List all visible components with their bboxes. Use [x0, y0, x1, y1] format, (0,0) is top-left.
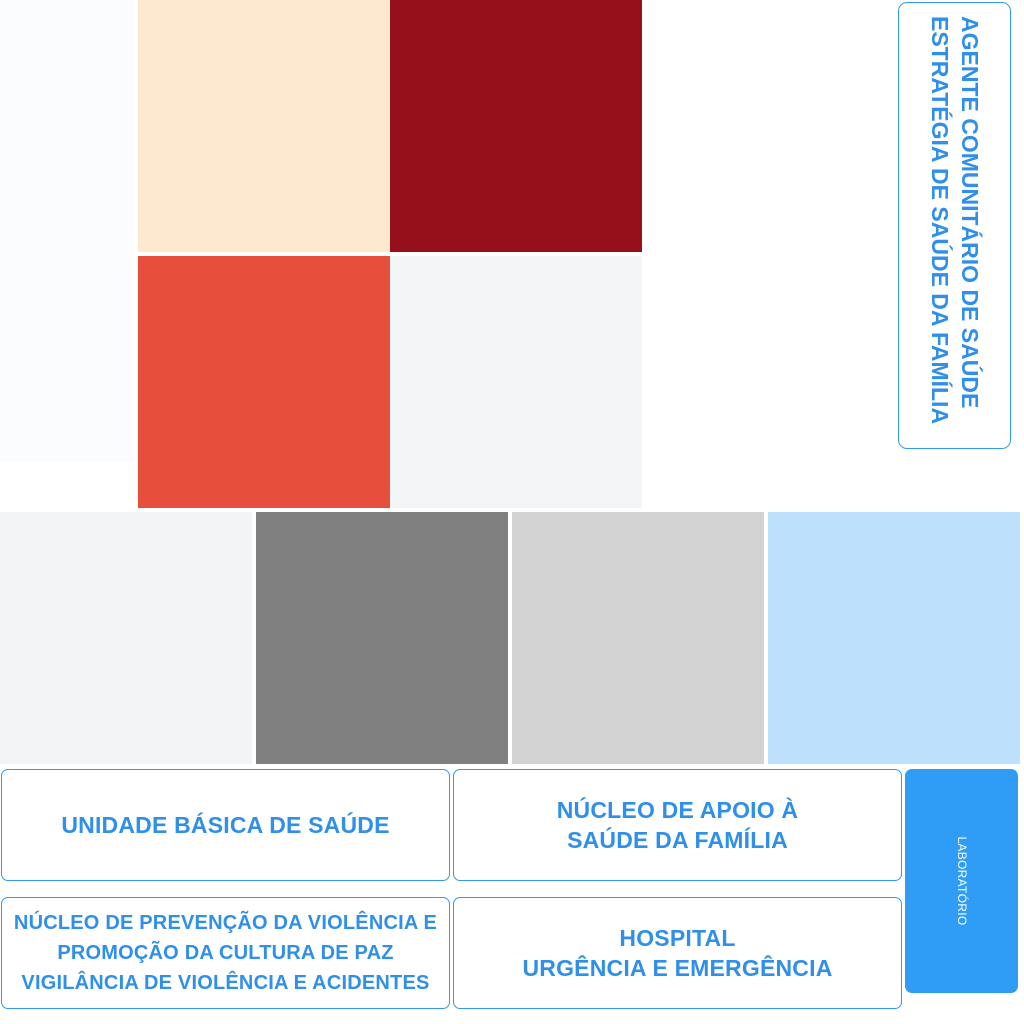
swatch-gray	[256, 512, 508, 764]
swatch-silver	[512, 512, 764, 764]
swatch-peach	[138, 0, 390, 252]
ubs-label: UNIDADE BÁSICA DE SAÚDE	[61, 812, 390, 838]
swatch-light-blue	[768, 512, 1020, 764]
swatch-light-gray	[390, 256, 642, 508]
swatch-pale-gray	[0, 512, 252, 764]
nucleo-prevencao-card: NÚCLEO DE PREVENÇÃO DA VIOLÊNCIA E PROMO…	[1, 897, 450, 1009]
nasf-card: NÚCLEO DE APOIO À SAÚDE DA FAMÍLIA	[453, 769, 902, 881]
agente-comunitario-label: AGENTE COMUNITÁRIO DE SAÚDE ESTRATÉGIA D…	[926, 15, 983, 424]
ubs-card: UNIDADE BÁSICA DE SAÚDE	[1, 769, 450, 881]
swatch-dark-red	[390, 0, 642, 252]
agente-comunitario-card: AGENTE COMUNITÁRIO DE SAÚDE ESTRATÉGIA D…	[898, 2, 1011, 449]
laboratorio-label: LABORATÓRIO	[954, 836, 969, 926]
hospital-label: HOSPITAL URGÊNCIA E EMERGÊNCIA	[522, 925, 833, 981]
swatch-red	[138, 256, 390, 508]
nucleo-prevencao-label: NÚCLEO DE PREVENÇÃO DA VIOLÊNCIA E PROMO…	[13, 912, 438, 994]
nasf-label: NÚCLEO DE APOIO À SAÚDE DA FAMÍLIA	[556, 797, 799, 853]
laboratorio-card: LABORATÓRIO	[905, 769, 1018, 993]
swatch-lightest-blue	[0, 0, 134, 462]
hospital-card: HOSPITAL URGÊNCIA E EMERGÊNCIA	[453, 897, 902, 1009]
